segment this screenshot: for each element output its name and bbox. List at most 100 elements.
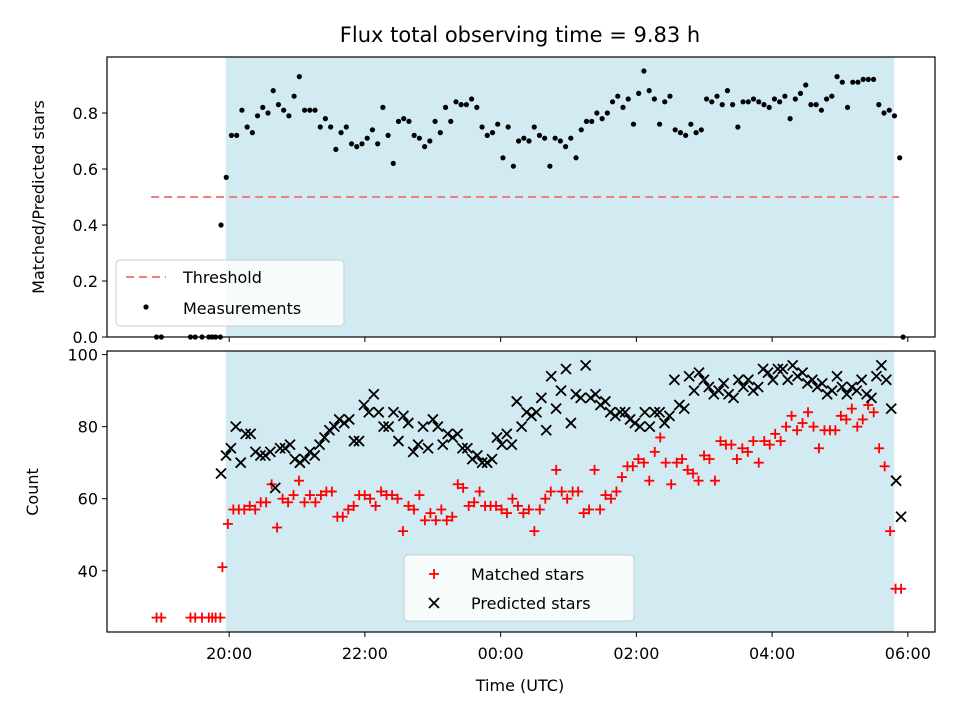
measurement-point [656,121,663,127]
measurement-point [808,102,814,108]
matched-point [600,490,611,501]
predicted-point [678,403,690,415]
measurement-point [260,104,266,110]
measurement-point [756,99,762,105]
measurement-point [839,79,845,85]
matched-point [737,443,748,454]
matched-point [414,490,425,501]
predicted-point [752,381,764,393]
predicted-point [639,406,651,418]
matched-point [726,439,737,450]
measurement-point [599,116,605,122]
measurement-point [495,121,501,127]
matched-point [562,493,573,504]
predicted-point [791,370,804,382]
predicted-point [343,413,355,426]
predicted-point [806,374,818,386]
matched-point [759,436,770,447]
predicted-point [816,377,828,390]
predicted-point [259,449,271,462]
measurement-point [745,99,751,105]
measurement-point [688,121,694,127]
measurement-point [568,135,574,141]
measurement-point [343,124,349,130]
measurement-point [552,135,558,141]
matched-point [693,475,704,486]
matched-point [365,493,376,504]
matched-point [392,493,403,504]
matched-point [742,446,753,457]
y-tick-label: 100 [67,346,98,365]
measurement-point [500,155,506,161]
predicted-point [309,449,321,462]
measurement-point [698,127,704,133]
matched-point [649,446,660,457]
measurement-point [870,76,877,82]
predicted-point [313,439,326,451]
measurement-point [380,104,386,110]
predicted-point [412,439,424,451]
matched-point [748,436,759,447]
matched-point [682,464,693,475]
predicted-point [338,417,350,429]
measurement-point [641,68,647,74]
measurement-point [249,130,255,136]
measurement-point [536,132,543,138]
predicted-point [496,439,508,451]
matched-point [507,493,518,504]
matched-point [753,457,764,468]
matched-point [294,475,305,486]
matched-point [441,515,452,526]
top-panel: 0.0 0.2 0.4 0.6 0.8 Matched/Predicted stars Th… [29,56,936,347]
measurement-point [771,96,778,102]
y-tick-label: 0.2 [73,272,98,291]
measurement-point [813,102,819,108]
measurement-point [792,96,798,102]
matched-point [830,425,841,436]
legend-measurement-label: Measurements [183,299,301,318]
predicted-point [476,457,488,469]
predicted-point [550,403,562,415]
x-tick-label: 22:00 [342,644,388,663]
predicted-point [688,384,700,397]
matched-points [151,400,907,623]
matched-point [419,515,430,526]
measurement-point [876,102,882,108]
predicted-point [471,449,483,462]
predicted-point [289,453,301,465]
matched-point [841,414,852,425]
matched-point [304,490,315,501]
measurement-point [526,138,532,144]
measurement-point [578,127,584,133]
matched-point [835,410,846,421]
predicted-point [466,453,478,465]
measurement-point [636,90,642,96]
matched-point [616,472,627,483]
top-axes-frame [106,56,936,338]
matched-point [222,518,233,529]
matched-point [348,500,359,511]
y-tick-label: 0.8 [73,104,98,123]
predicted-point [619,406,631,418]
measurement-point [891,113,898,119]
predicted-point [673,399,685,411]
predicted-point [708,388,720,400]
predicted-point [703,381,715,393]
predicted-point [895,511,907,523]
measurement-point [797,90,804,96]
measurement-point [364,135,370,141]
matched-point [638,457,649,468]
matched-point [425,508,436,519]
measurement-point [244,124,250,130]
predicted-point [787,359,799,372]
predicted-point [737,381,750,393]
measurement-point [322,116,329,122]
measurement-point [510,163,516,169]
measurement-point [516,138,522,144]
measurement-point [777,99,783,105]
y-tick-label: 0.4 [73,216,98,235]
matched-point [359,490,370,501]
matched-point [239,504,250,515]
predicted-point [560,363,572,375]
